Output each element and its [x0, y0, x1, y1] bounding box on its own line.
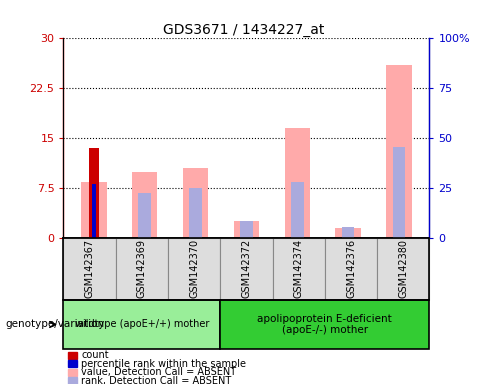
Bar	[386, 65, 412, 238]
Bar	[189, 188, 202, 238]
Text: GSM142367: GSM142367	[84, 239, 95, 298]
Bar	[92, 184, 96, 238]
Bar	[132, 172, 158, 238]
Bar	[240, 222, 253, 238]
Bar	[234, 222, 259, 238]
Text: GSM142376: GSM142376	[346, 239, 356, 298]
Text: GSM142369: GSM142369	[137, 239, 147, 298]
Text: percentile rank within the sample: percentile rank within the sample	[81, 359, 246, 369]
Bar	[335, 228, 361, 238]
Text: wildtype (apoE+/+) mother: wildtype (apoE+/+) mother	[75, 319, 209, 329]
Text: count: count	[81, 350, 109, 360]
Bar	[285, 128, 310, 238]
Text: apolipoprotein E-deficient
(apoE-/-) mother: apolipoprotein E-deficient (apoE-/-) mot…	[258, 314, 392, 335]
Text: GSM142374: GSM142374	[294, 239, 304, 298]
Bar	[81, 182, 107, 238]
Bar	[183, 168, 208, 238]
Text: GDS3671 / 1434227_at: GDS3671 / 1434227_at	[163, 23, 325, 37]
Bar	[139, 193, 151, 238]
Bar	[342, 227, 354, 238]
Text: value, Detection Call = ABSENT: value, Detection Call = ABSENT	[81, 367, 236, 377]
Text: GSM142380: GSM142380	[398, 239, 408, 298]
Text: rank, Detection Call = ABSENT: rank, Detection Call = ABSENT	[81, 376, 231, 384]
Bar	[291, 182, 304, 238]
Text: GSM142372: GSM142372	[242, 239, 251, 298]
Text: GSM142370: GSM142370	[189, 239, 199, 298]
Bar	[89, 148, 99, 238]
Bar	[392, 147, 406, 238]
Text: genotype/variation: genotype/variation	[5, 319, 104, 329]
